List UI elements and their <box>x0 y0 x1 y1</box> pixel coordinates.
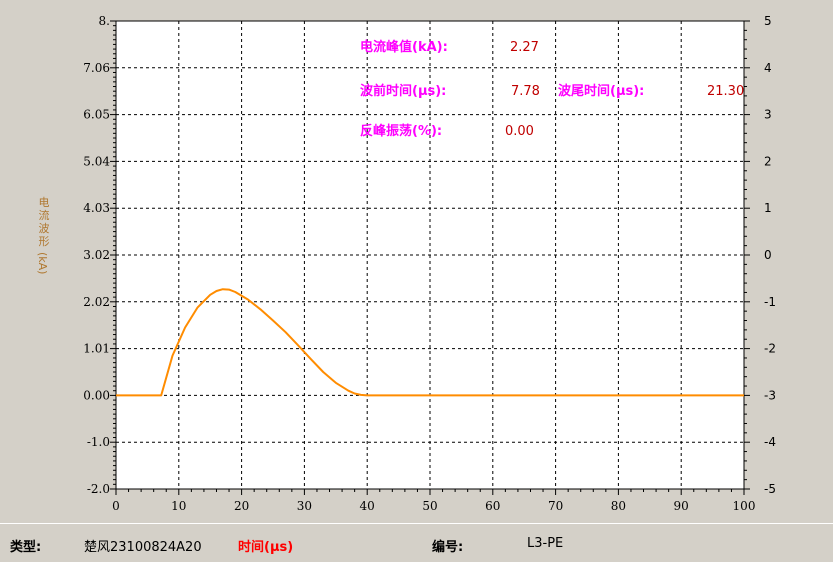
y-tick-label-left: 1.01 <box>83 342 110 356</box>
y-axis-title: 电流波形 (kA) <box>36 196 52 274</box>
y-tick-label-left: 0.00 <box>83 388 110 402</box>
y-tick-label-left: 7.06 <box>83 61 110 75</box>
type-value: 楚风23100824A20 <box>84 540 202 555</box>
oscillation-label: 反峰振荡(%): <box>360 123 442 139</box>
peak-current-value: 2.27 <box>510 40 539 55</box>
y-tick-label-right: -1 <box>764 295 776 309</box>
x-tick-label: 40 <box>360 499 375 513</box>
x-axis-label: 时间(μs) <box>238 540 294 555</box>
peak-current-label: 电流峰值(kA): <box>360 39 448 55</box>
type-label: 类型: <box>10 540 42 555</box>
y-tick-label-right: -4 <box>764 435 776 449</box>
x-tick-label: 90 <box>674 499 689 513</box>
y-tick-label-right: 1 <box>764 201 772 215</box>
y-axis-title-text: 电流波形 <box>38 196 50 248</box>
y-tick-label-left: 6.05 <box>83 108 110 122</box>
front-time-label: 波前时间(μs): <box>360 83 446 99</box>
x-tick-label: 20 <box>234 499 249 513</box>
y-tick-label-right: -3 <box>764 388 776 402</box>
y-tick-label-left: 4.03 <box>83 201 110 215</box>
y-tick-label-left: -1.0 <box>87 435 110 449</box>
y-tick-label-right: 5 <box>764 14 772 28</box>
x-tick-label: 60 <box>485 499 500 513</box>
y-tick-label-left: 8. <box>99 14 110 28</box>
oscillation-value: 0.00 <box>505 124 534 139</box>
y-axis-title-unit: (kA) <box>36 252 49 275</box>
x-tick-label: 80 <box>611 499 626 513</box>
y-tick-label-left: -2.0 <box>87 482 110 496</box>
front-time-value: 7.78 <box>511 84 540 99</box>
y-tick-label-left: 5.04 <box>83 154 110 168</box>
number-value: L3-PE <box>527 536 564 551</box>
x-tick-label: 10 <box>171 499 186 513</box>
y-tick-label-left: 3.02 <box>83 248 110 262</box>
x-tick-label: 70 <box>548 499 563 513</box>
tail-time-value: 21.30 <box>707 84 744 99</box>
y-tick-label-right: 4 <box>764 61 772 75</box>
y-tick-label-right: 3 <box>764 108 772 122</box>
y-tick-label-right: -2 <box>764 342 776 356</box>
x-tick-label: 50 <box>422 499 437 513</box>
status-bar: 类型: 楚风23100824A20 时间(μs) 编号: L3-PE <box>0 523 833 562</box>
y-tick-label-right: 0 <box>764 248 772 262</box>
x-tick-label: 0 <box>112 499 120 513</box>
y-tick-label-left: 2.02 <box>83 295 110 309</box>
current-waveform-line <box>116 288 744 397</box>
y-tick-label-right: 2 <box>764 154 772 168</box>
x-tick-label: 100 <box>733 499 756 513</box>
number-label: 编号: <box>432 540 464 555</box>
tail-time-label: 波尾时间(μs): <box>558 83 644 99</box>
x-tick-label: 30 <box>297 499 312 513</box>
y-tick-label-right: -5 <box>764 482 776 496</box>
